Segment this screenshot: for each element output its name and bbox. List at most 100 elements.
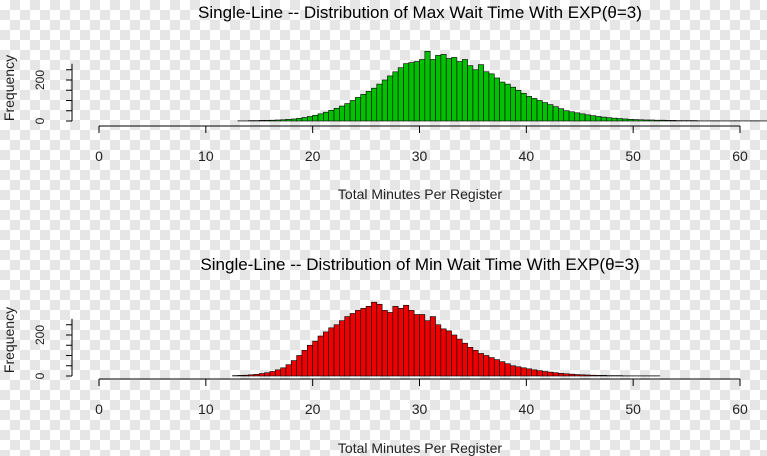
histogram-bar	[568, 373, 575, 377]
histogram-bar	[355, 310, 362, 377]
histogram-bar	[328, 110, 335, 122]
axes: 0 10 20 30 40 50 60 0 200	[33, 318, 748, 417]
histogram-bar	[520, 93, 527, 122]
histogram-bar	[563, 373, 570, 377]
histogram-bar	[376, 303, 383, 377]
histogram-bar	[339, 320, 346, 377]
histogram-bar	[258, 120, 265, 122]
histogram-bar	[413, 314, 420, 377]
histogram-bar	[600, 116, 607, 122]
histogram-bar	[451, 334, 458, 377]
histogram-bar	[258, 373, 265, 377]
histogram-bar	[413, 61, 420, 122]
histogram-bar	[312, 114, 319, 122]
histogram-bar	[520, 367, 527, 377]
histogram-bar	[408, 62, 415, 122]
histogram-bar	[344, 316, 351, 377]
histogram-bar	[627, 119, 634, 122]
histogram-bar	[403, 63, 410, 122]
histogram-bar	[435, 55, 442, 122]
histogram-bar	[499, 81, 506, 122]
histogram-bar	[483, 355, 490, 377]
histogram-bar	[590, 374, 597, 377]
x-tick-label: 20	[305, 148, 321, 164]
histogram-bar	[424, 50, 431, 122]
histogram-bar	[242, 374, 249, 377]
histogram-bar	[461, 59, 468, 122]
histogram-bar	[392, 71, 399, 122]
y-tick-label: 0	[33, 372, 47, 379]
x-tick-label: 0	[95, 148, 103, 164]
histogram-bar	[323, 111, 329, 122]
histogram-bar	[558, 373, 565, 377]
histogram-bar	[360, 94, 367, 122]
histogram-bar	[419, 314, 426, 377]
y-axis-label: Frequency	[1, 307, 17, 373]
histogram-bar	[670, 120, 677, 122]
histogram-bar	[622, 118, 629, 122]
histogram-bar	[568, 111, 575, 122]
chart-title: Single-Line -- Distribution of Min Wait …	[200, 255, 639, 274]
histogram-bar	[296, 355, 303, 377]
histogram-bar	[552, 372, 559, 377]
histogram-bar	[285, 364, 292, 377]
histogram-bar	[301, 350, 308, 377]
histogram-bar	[312, 340, 319, 377]
histogram-bar	[381, 310, 388, 377]
histogram-bar	[339, 105, 346, 122]
histogram-bar	[472, 350, 479, 377]
histogram-bar	[590, 115, 597, 122]
histogram-bar	[531, 98, 538, 122]
histogram-bar	[333, 324, 340, 377]
histogram-bar	[461, 342, 468, 377]
histogram-bar	[323, 331, 329, 377]
histogram-bar	[274, 119, 281, 122]
x-tick-label: 40	[519, 401, 535, 417]
histogram-bar	[483, 71, 490, 122]
histogram-bar	[526, 96, 532, 122]
histogram-bar	[317, 335, 324, 377]
bar-series	[232, 301, 661, 377]
histogram-bar	[371, 301, 378, 377]
histogram-bar	[360, 308, 367, 377]
x-tick-label: 50	[625, 148, 641, 164]
histogram-bar	[531, 369, 538, 377]
histogram-bar	[387, 312, 394, 377]
histogram-bar	[595, 116, 602, 122]
axes: 0 10 20 30 40 50 60 0 200	[33, 63, 748, 164]
x-tick-label: 60	[732, 148, 748, 164]
histogram-bar	[664, 120, 671, 122]
histogram-bar	[280, 367, 287, 377]
histogram-bar	[654, 119, 661, 122]
histogram-bar	[355, 97, 362, 122]
histogram-bar	[574, 374, 581, 377]
histogram-bar	[515, 89, 522, 122]
histogram-bar	[290, 360, 297, 377]
panel-min-wait: Single-Line -- Distribution of Min Wait …	[1, 255, 748, 456]
histogram-bar	[445, 330, 452, 377]
y-tick-label: 200	[33, 325, 47, 345]
histogram-bar	[504, 83, 511, 122]
histogram-bar	[574, 112, 581, 122]
histogram-bar	[472, 69, 479, 122]
y-axis-label: Frequency	[1, 55, 17, 121]
histogram-bar	[510, 86, 516, 122]
histogram-bar	[643, 119, 650, 122]
histogram-bar	[296, 118, 303, 122]
histogram-bar	[547, 104, 554, 122]
histogram-bar	[515, 366, 522, 377]
histogram-bar	[467, 346, 474, 377]
histogram-bar	[349, 313, 356, 377]
histogram-bar	[365, 305, 372, 377]
histogram-bar	[504, 363, 511, 377]
histogram-bar	[365, 90, 372, 122]
histogram-bar	[344, 103, 351, 122]
bar-series	[237, 50, 767, 122]
histogram-bar	[349, 100, 356, 122]
histogram-bar	[648, 119, 655, 122]
histogram-bar	[419, 59, 426, 122]
histogram-bar	[616, 118, 623, 122]
x-axis-label: Total Minutes Per Register	[338, 440, 503, 456]
histogram-bar	[606, 117, 613, 122]
histogram-bar	[536, 370, 543, 377]
